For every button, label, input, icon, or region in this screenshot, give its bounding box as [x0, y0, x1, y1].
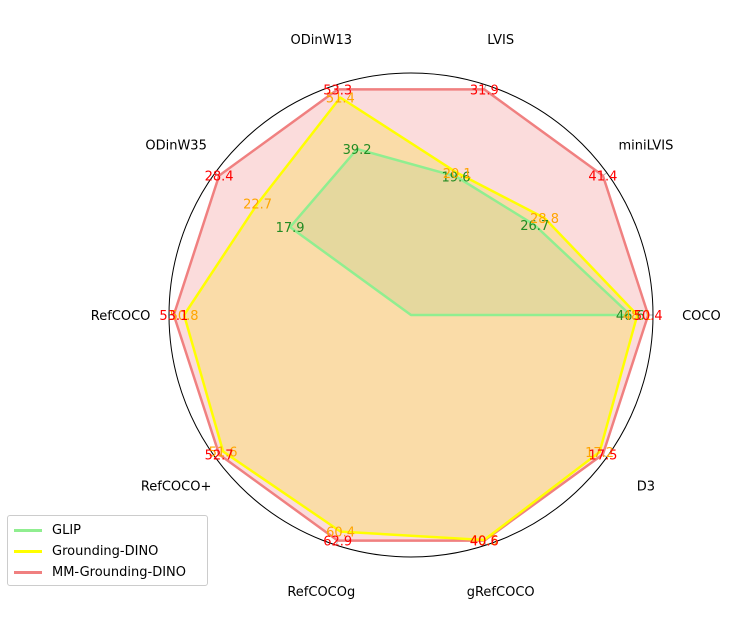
value-label-mm-grounding-dino-d3: 17.5	[588, 448, 617, 463]
value-label-mm-grounding-dino-lvis: 31.9	[470, 83, 499, 98]
legend-item-mm-grounding-dino: MM-Grounding-DINO	[14, 562, 201, 583]
value-label-glip-odinw35: 17.9	[276, 221, 305, 236]
value-label-mm-grounding-dino-refcoco: 52.7	[205, 448, 234, 463]
line-grounding-dino	[182, 96, 639, 542]
legend-label-glip: GLIP	[52, 523, 81, 538]
legend-swatch-glip	[14, 529, 42, 532]
value-label-mm-grounding-dino-refcocog: 62.9	[323, 535, 352, 550]
value-label-mm-grounding-dino-grefcoco: 40.6	[470, 535, 499, 550]
axis-label-coco: COCO	[682, 309, 721, 324]
legend-label-grounding-dino: Grounding-DINO	[52, 544, 159, 559]
legend-label-mm-grounding-dino: MM-Grounding-DINO	[52, 565, 187, 580]
value-label-glip-minilvis: 26.7	[520, 219, 549, 234]
value-label-grounding-dino-refcoco: 50.8	[170, 309, 199, 324]
line-glip	[288, 147, 632, 317]
value-label-grounding-dino-refcocog: 60.4	[326, 526, 355, 541]
value-label-glip-lvis: 19.6	[442, 170, 471, 185]
value-label-mm-grounding-dino-odinw13: 53.3	[323, 83, 352, 98]
legend: GLIP Grounding-DINO MM-Grounding-DINO	[7, 515, 208, 586]
axis-label-lvis: LVIS	[487, 33, 514, 48]
value-label-mm-grounding-dino-refcoco: 53.1	[159, 309, 188, 324]
radar-lines	[172, 88, 650, 542]
area-glip	[290, 149, 631, 315]
value-label-grounding-dino-lvis: 20.1	[443, 167, 472, 182]
line-mm-grounding-dino	[172, 88, 650, 542]
axis-label-refcoco: RefCOCO	[91, 309, 151, 324]
value-label-grounding-dino-refcoco: 51.6	[209, 446, 238, 461]
axis-label-refcocog: RefCOCOg	[287, 585, 355, 600]
value-label-mm-grounding-dino-coco: 50.4	[634, 309, 663, 324]
value-label-grounding-dino-odinw13: 51.4	[326, 92, 355, 107]
value-label-mm-grounding-dino-minilvis: 41.4	[588, 170, 617, 185]
legend-swatch-grounding-dino	[14, 550, 42, 553]
axis-label-odinw13: ODinW13	[291, 33, 353, 48]
axis-label-refcoco: RefCOCO+	[141, 480, 212, 495]
legend-item-glip: GLIP	[14, 520, 201, 541]
value-label-glip-coco: 46.6	[616, 309, 645, 324]
axis-label-odinw35: ODinW35	[145, 138, 207, 153]
value-label-mm-grounding-dino-odinw35: 28.4	[205, 170, 234, 185]
legend-item-grounding-dino: Grounding-DINO	[14, 541, 201, 562]
value-label-grounding-dino-d3: 17.2	[585, 446, 614, 461]
value-label-grounding-dino-odinw35: 22.7	[243, 198, 272, 213]
value-label-glip-odinw13: 39.2	[343, 143, 372, 158]
outer-frame	[168, 72, 654, 558]
radar-labels: 46.6 26.7 19.6 39.2 17.9 48.1 28.8 20.1 51.4 22.7…	[91, 33, 721, 600]
value-label-grounding-dino-minilvis: 28.8	[530, 212, 559, 227]
legend-swatch-mm-grounding-dino	[14, 571, 42, 574]
value-label-grounding-dino-grefcoco: 40.5	[470, 534, 499, 549]
axis-label-d3: D3	[637, 480, 655, 495]
axis-label-minilvis: miniLVIS	[618, 138, 673, 153]
axis-label-grefcoco: gRefCOCO	[467, 585, 535, 600]
value-label-grounding-dino-coco: 48.1	[623, 309, 652, 324]
